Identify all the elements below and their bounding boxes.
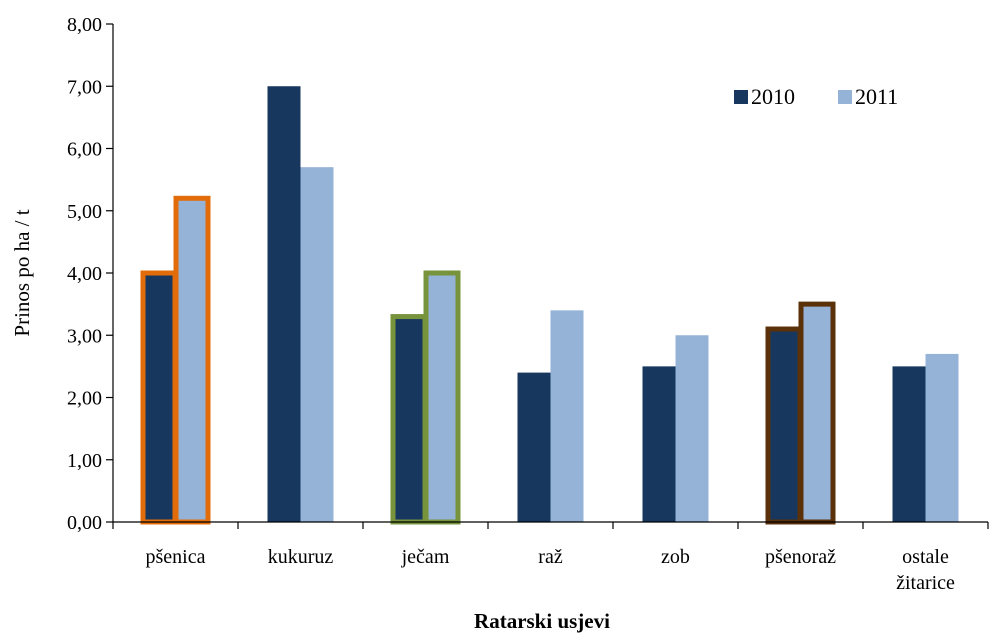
bar-2011-3 <box>550 310 584 522</box>
x-axis: pšenica kukuruz ječam raž zob pšenoraž ostale ž… <box>112 521 989 594</box>
x-tick-label: žitarice <box>896 572 955 594</box>
y-tick-label: 7,00 <box>67 76 102 98</box>
x-tick-label: kukuruz <box>268 546 334 568</box>
x-tick-label: pšenica <box>146 546 206 568</box>
y-tick-label: 8,00 <box>67 14 102 36</box>
bar-2011-0 <box>175 198 209 523</box>
bar-2011-1 <box>300 167 334 523</box>
x-tick-label: raž <box>538 546 563 568</box>
legend-swatch-2010 <box>734 90 748 104</box>
x-tick-label: ostale <box>902 546 949 568</box>
bar-2011-5 <box>800 304 834 522</box>
y-tick-label: 2,00 <box>67 388 102 410</box>
bar-2010-3 <box>517 372 551 522</box>
legend-label-2010: 2010 <box>751 84 795 109</box>
legend-label-2011: 2011 <box>855 84 898 109</box>
y-tick-label: 6,00 <box>67 139 102 161</box>
bar-2010-0 <box>142 273 176 522</box>
x-tick-label: zob <box>661 546 690 568</box>
bar-2011-2 <box>425 273 459 522</box>
bar-2010-5 <box>767 329 801 522</box>
legend-swatch-2011 <box>838 90 852 104</box>
y-axis: 0,00 1,00 2,00 3,00 4,00 5,00 6,00 7,00 8,00 <box>67 14 114 534</box>
highlight-outlines-layer <box>140 195 836 525</box>
x-tick-label: pšenoraž <box>765 546 836 568</box>
y-tick-label: 1,00 <box>67 450 102 472</box>
bar-2010-2 <box>392 316 426 522</box>
y-tick-label: 3,00 <box>67 325 102 347</box>
bar-2010-4 <box>642 366 676 522</box>
legend: 2010 2011 <box>734 84 898 109</box>
bar-2011-6 <box>925 353 959 522</box>
x-axis-title: Ratarski usjevi <box>474 609 610 633</box>
bar-2011-4 <box>675 335 709 522</box>
bar-2010-6 <box>892 366 926 522</box>
y-axis-title: Prinos po ha / t <box>10 209 34 336</box>
y-tick-label: 0,00 <box>67 512 102 534</box>
y-tick-label: 4,00 <box>67 263 102 285</box>
x-tick-label: ječam <box>401 546 450 568</box>
bars-layer <box>142 86 959 523</box>
bar-2010-1 <box>267 86 301 522</box>
y-tick-label: 5,00 <box>67 201 102 223</box>
